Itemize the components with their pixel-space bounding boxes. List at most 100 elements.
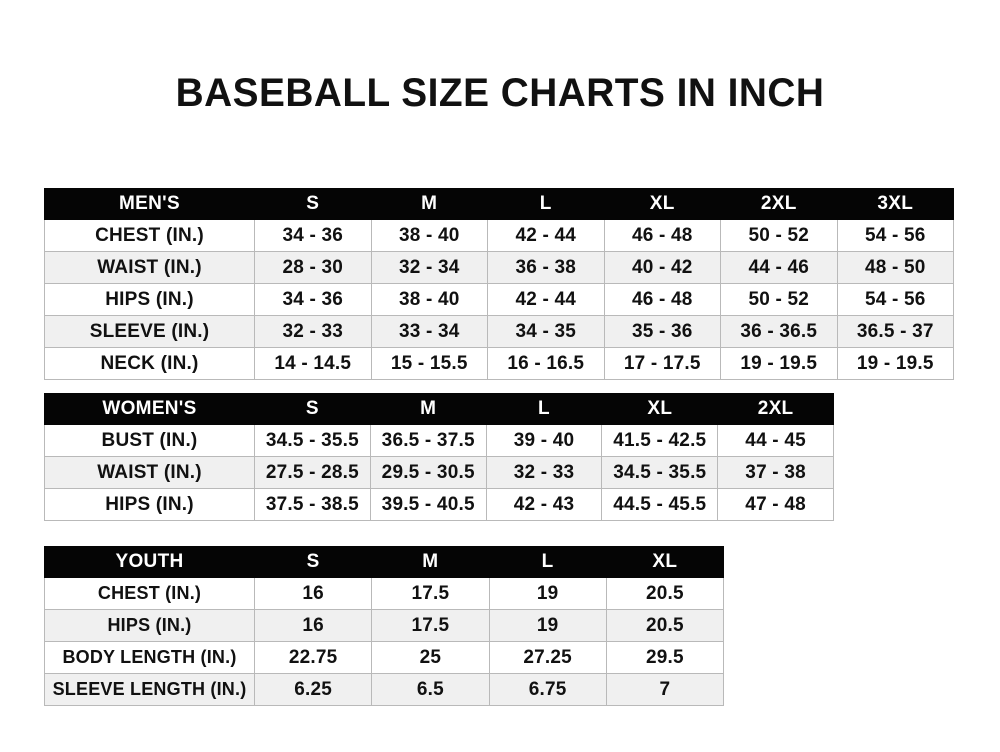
womens-size-header-l: L: [485, 393, 603, 425]
mens-header-row: MEN'S S M L XL 2XL 3XL: [44, 188, 954, 220]
womens-size-table: WOMEN'S S M L XL 2XL BUST (IN.) 34.5 - 3…: [44, 393, 834, 521]
row-label: SLEEVE LENGTH (IN.): [44, 673, 255, 706]
mens-size-header-l: L: [487, 188, 605, 220]
cell-value: 14 - 14.5: [254, 347, 372, 380]
womens-table-head: WOMEN'S S M L XL 2XL: [44, 393, 834, 425]
cell-value: 54 - 56: [836, 283, 954, 316]
table-row: HIPS (IN.) 16 17.5 19 20.5: [44, 609, 725, 642]
cell-value: 20.5: [605, 577, 725, 610]
mens-size-header-m: M: [370, 188, 488, 220]
cell-value: 36.5 - 37: [836, 315, 954, 348]
mens-size-header-3xl: 3XL: [836, 188, 954, 220]
cell-value: 20.5: [605, 609, 725, 642]
cell-value: 19: [488, 577, 607, 610]
cell-value: 32 - 34: [370, 251, 488, 284]
youth-size-header-s: S: [253, 546, 373, 578]
row-label: BODY LENGTH (IN.): [44, 641, 255, 674]
cell-value: 27.5 - 28.5: [254, 456, 371, 489]
cell-value: 7: [605, 673, 725, 706]
cell-value: 25: [371, 641, 490, 674]
cell-value: 19 - 19.5: [720, 347, 838, 380]
cell-value: 40 - 42: [603, 251, 721, 284]
mens-corner-label: MEN'S: [44, 188, 255, 220]
cell-value: 37.5 - 38.5: [254, 488, 371, 521]
cell-value: 32 - 33: [485, 456, 603, 489]
mens-table-head: MEN'S S M L XL 2XL 3XL: [44, 188, 954, 220]
cell-value: 36.5 - 37.5: [369, 424, 487, 457]
row-label: WAIST (IN.): [44, 456, 255, 489]
mens-table-body: CHEST (IN.) 34 - 36 38 - 40 42 - 44 46 -…: [44, 219, 954, 380]
table-row: BUST (IN.) 34.5 - 35.5 36.5 - 37.5 39 - …: [44, 424, 834, 457]
youth-table-head: YOUTH S M L XL: [44, 546, 725, 578]
row-label: HIPS (IN.): [44, 488, 255, 521]
cell-value: 16 - 16.5: [487, 347, 605, 380]
table-row: HIPS (IN.) 37.5 - 38.5 39.5 - 40.5 42 - …: [44, 488, 834, 521]
cell-value: 29.5 - 30.5: [369, 456, 487, 489]
youth-size-header-m: M: [371, 546, 490, 578]
cell-value: 42 - 44: [487, 219, 605, 252]
youth-size-header-xl: XL: [605, 546, 725, 578]
cell-value: 42 - 43: [485, 488, 603, 521]
youth-size-header-l: L: [488, 546, 607, 578]
table-row: CHEST (IN.) 34 - 36 38 - 40 42 - 44 46 -…: [44, 219, 954, 252]
cell-value: 46 - 48: [603, 219, 721, 252]
cell-value: 33 - 34: [370, 315, 488, 348]
cell-value: 16: [253, 609, 373, 642]
womens-size-header-m: M: [369, 393, 487, 425]
cell-value: 37 - 38: [717, 456, 834, 489]
cell-value: 22.75: [253, 641, 373, 674]
row-label: WAIST (IN.): [44, 251, 255, 284]
table-row: WAIST (IN.) 27.5 - 28.5 29.5 - 30.5 32 -…: [44, 456, 834, 489]
mens-size-header-s: S: [254, 188, 372, 220]
cell-value: 48 - 50: [836, 251, 954, 284]
cell-value: 35 - 36: [603, 315, 721, 348]
table-row: SLEEVE (IN.) 32 - 33 33 - 34 34 - 35 35 …: [44, 315, 954, 348]
cell-value: 17 - 17.5: [603, 347, 721, 380]
cell-value: 27.25: [488, 641, 607, 674]
cell-value: 46 - 48: [603, 283, 721, 316]
cell-value: 38 - 40: [370, 283, 488, 316]
cell-value: 36 - 36.5: [720, 315, 838, 348]
table-row: HIPS (IN.) 34 - 36 38 - 40 42 - 44 46 - …: [44, 283, 954, 316]
cell-value: 34 - 36: [254, 219, 372, 252]
cell-value: 41.5 - 42.5: [601, 424, 719, 457]
page-title: BASEBALL SIZE CHARTS IN INCH: [175, 71, 825, 115]
womens-table-body: BUST (IN.) 34.5 - 35.5 36.5 - 37.5 39 - …: [44, 424, 834, 521]
cell-value: 32 - 33: [254, 315, 372, 348]
cell-value: 34.5 - 35.5: [254, 424, 371, 457]
cell-value: 39 - 40: [485, 424, 603, 457]
cell-value: 38 - 40: [370, 219, 488, 252]
table-row: CHEST (IN.) 16 17.5 19 20.5: [44, 577, 725, 610]
cell-value: 42 - 44: [487, 283, 605, 316]
cell-value: 44 - 46: [720, 251, 838, 284]
youth-table-body: CHEST (IN.) 16 17.5 19 20.5 HIPS (IN.) 1…: [44, 577, 725, 706]
cell-value: 34 - 35: [487, 315, 605, 348]
table-row: WAIST (IN.) 28 - 30 32 - 34 36 - 38 40 -…: [44, 251, 954, 284]
row-label: CHEST (IN.): [44, 219, 255, 252]
row-label: NECK (IN.): [44, 347, 255, 380]
cell-value: 50 - 52: [720, 283, 838, 316]
cell-value: 6.25: [253, 673, 373, 706]
cell-value: 15 - 15.5: [370, 347, 488, 380]
cell-value: 17.5: [371, 577, 490, 610]
cell-value: 16: [253, 577, 373, 610]
cell-value: 19: [488, 609, 607, 642]
cell-value: 50 - 52: [720, 219, 838, 252]
table-row: NECK (IN.) 14 - 14.5 15 - 15.5 16 - 16.5…: [44, 347, 954, 380]
cell-value: 6.5: [371, 673, 490, 706]
cell-value: 6.75: [488, 673, 607, 706]
womens-size-header-s: S: [254, 393, 371, 425]
cell-value: 34.5 - 35.5: [601, 456, 719, 489]
cell-value: 29.5: [605, 641, 725, 674]
cell-value: 28 - 30: [254, 251, 372, 284]
youth-corner-label: YOUTH: [44, 546, 255, 578]
mens-size-header-2xl: 2XL: [720, 188, 838, 220]
row-label: BUST (IN.): [44, 424, 255, 457]
cell-value: 34 - 36: [254, 283, 372, 316]
cell-value: 47 - 48: [717, 488, 834, 521]
table-row: SLEEVE LENGTH (IN.) 6.25 6.5 6.75 7: [44, 673, 725, 706]
mens-size-header-xl: XL: [603, 188, 721, 220]
cell-value: 17.5: [371, 609, 490, 642]
cell-value: 44 - 45: [717, 424, 834, 457]
womens-size-header-xl: XL: [601, 393, 719, 425]
